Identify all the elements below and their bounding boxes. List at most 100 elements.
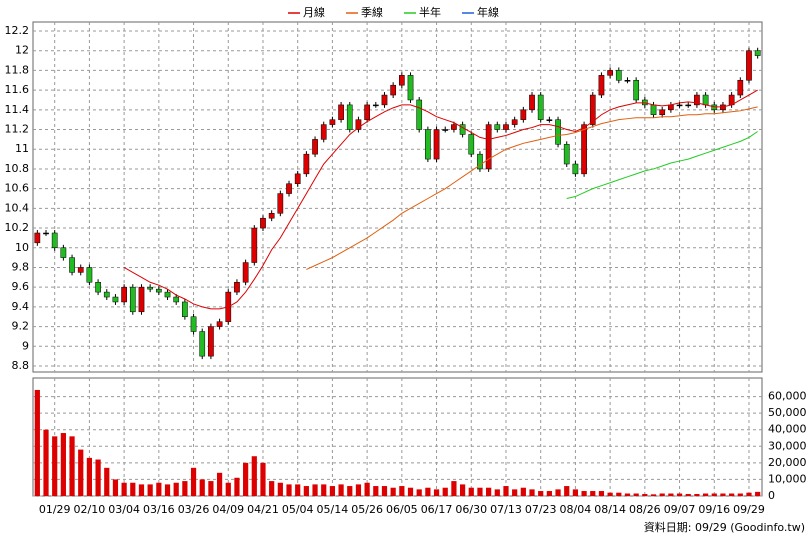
volume-bar bbox=[147, 484, 153, 496]
x-tick-label: 03/04 bbox=[108, 503, 140, 516]
candle-body bbox=[555, 119, 561, 145]
candle-body bbox=[60, 247, 67, 258]
candle-body bbox=[51, 232, 58, 249]
volume-tick-label: 20,000 bbox=[768, 456, 807, 469]
candle-body bbox=[103, 291, 110, 298]
y-tick-label: 9.8 bbox=[12, 260, 30, 273]
candle-body bbox=[112, 296, 119, 303]
x-tick-label: 07/13 bbox=[490, 503, 522, 516]
volume-bar bbox=[286, 484, 292, 496]
candle-body bbox=[676, 104, 683, 107]
volume-bar bbox=[486, 487, 492, 496]
candle-body bbox=[407, 75, 414, 101]
volume-tick-label: 60,000 bbox=[768, 390, 807, 403]
y-tick-label: 9.4 bbox=[12, 300, 30, 313]
volume-bar bbox=[130, 482, 136, 496]
candle-body bbox=[234, 282, 240, 293]
x-tick-label: 04/09 bbox=[212, 503, 244, 516]
volume-bar bbox=[433, 489, 440, 496]
candle-body bbox=[468, 134, 475, 155]
y-tick-label: 9.2 bbox=[12, 320, 30, 333]
candle-body bbox=[286, 183, 292, 194]
volume-bar bbox=[755, 491, 761, 496]
volume-bar bbox=[711, 493, 717, 496]
volume-bar bbox=[156, 482, 162, 496]
x-tick-label: 03/16 bbox=[143, 503, 175, 516]
legend-label: 季線 bbox=[361, 5, 383, 19]
x-tick-label: 05/04 bbox=[282, 503, 314, 516]
volume-bar bbox=[34, 389, 40, 496]
x-tick-label: 01/29 bbox=[39, 503, 71, 516]
candle-body bbox=[581, 124, 587, 175]
candle-body bbox=[589, 94, 596, 125]
candle-body bbox=[216, 321, 223, 327]
candle-body bbox=[251, 227, 258, 263]
volume-bar bbox=[112, 479, 119, 496]
candle-body bbox=[624, 80, 631, 82]
volume-bar bbox=[269, 481, 275, 496]
volume-frame bbox=[32, 377, 763, 497]
volume-bar bbox=[746, 492, 752, 496]
volume-bar bbox=[529, 489, 535, 496]
volume-bar bbox=[512, 489, 518, 496]
volume-bar bbox=[329, 486, 336, 496]
x-tick-label: 09/07 bbox=[664, 503, 696, 516]
candle-body bbox=[537, 94, 544, 120]
candle-body bbox=[737, 80, 744, 96]
x-tick-label: 05/26 bbox=[351, 503, 383, 516]
candle-body bbox=[494, 124, 501, 130]
y-tick-label: 10 bbox=[15, 241, 29, 254]
volume-bar bbox=[720, 493, 726, 496]
y-tick-label: 11.8 bbox=[5, 63, 30, 76]
volume-bar bbox=[624, 493, 631, 496]
candle-body bbox=[668, 104, 674, 111]
volume-bar bbox=[607, 492, 613, 496]
volume-bar bbox=[381, 486, 388, 496]
candle-body bbox=[147, 286, 154, 290]
candle-body bbox=[563, 144, 570, 165]
volume-bar bbox=[581, 491, 587, 496]
y-tick-label: 12.2 bbox=[5, 24, 30, 37]
volume-bar bbox=[86, 457, 93, 496]
volume-bar bbox=[442, 487, 448, 496]
volume-tick-label: 50,000 bbox=[768, 406, 807, 419]
candle-body bbox=[320, 124, 327, 140]
candle-body bbox=[546, 119, 553, 121]
candle-body bbox=[364, 104, 370, 120]
candle-body bbox=[338, 104, 344, 120]
y-tick-label: 10.4 bbox=[5, 201, 30, 214]
candle-body bbox=[95, 282, 101, 293]
volume-bar bbox=[208, 481, 214, 496]
ma-line bbox=[306, 106, 758, 270]
volume-bar bbox=[190, 467, 197, 496]
x-tick-label: 03/26 bbox=[178, 503, 210, 516]
volume-bar bbox=[416, 489, 422, 496]
candle-body bbox=[650, 104, 657, 115]
candle-body bbox=[442, 129, 449, 131]
candle-body bbox=[451, 124, 457, 130]
volume-bar bbox=[182, 481, 188, 496]
candle-body bbox=[754, 50, 761, 56]
volume-bar bbox=[355, 484, 362, 496]
volume-bar bbox=[737, 493, 743, 496]
volume-bar bbox=[260, 462, 266, 496]
volume-bar bbox=[364, 482, 370, 496]
volume-bar bbox=[121, 482, 127, 496]
candle-body bbox=[633, 80, 640, 101]
candle-body bbox=[294, 173, 301, 184]
candle-body bbox=[355, 119, 362, 130]
candle-body bbox=[398, 75, 405, 86]
legend-label: 年線 bbox=[477, 5, 499, 19]
x-tick-label: 09/16 bbox=[698, 503, 730, 516]
volume-tick-label: 0 bbox=[768, 489, 775, 502]
volume-bar bbox=[616, 492, 622, 496]
candle-body bbox=[138, 286, 145, 313]
candle-body bbox=[182, 301, 188, 317]
y-tick-label: 9 bbox=[22, 339, 29, 352]
candle-body bbox=[694, 94, 700, 106]
candle-body bbox=[69, 257, 75, 273]
volume-bar bbox=[702, 493, 709, 496]
candle-body bbox=[268, 213, 275, 219]
candle-body bbox=[503, 124, 509, 130]
